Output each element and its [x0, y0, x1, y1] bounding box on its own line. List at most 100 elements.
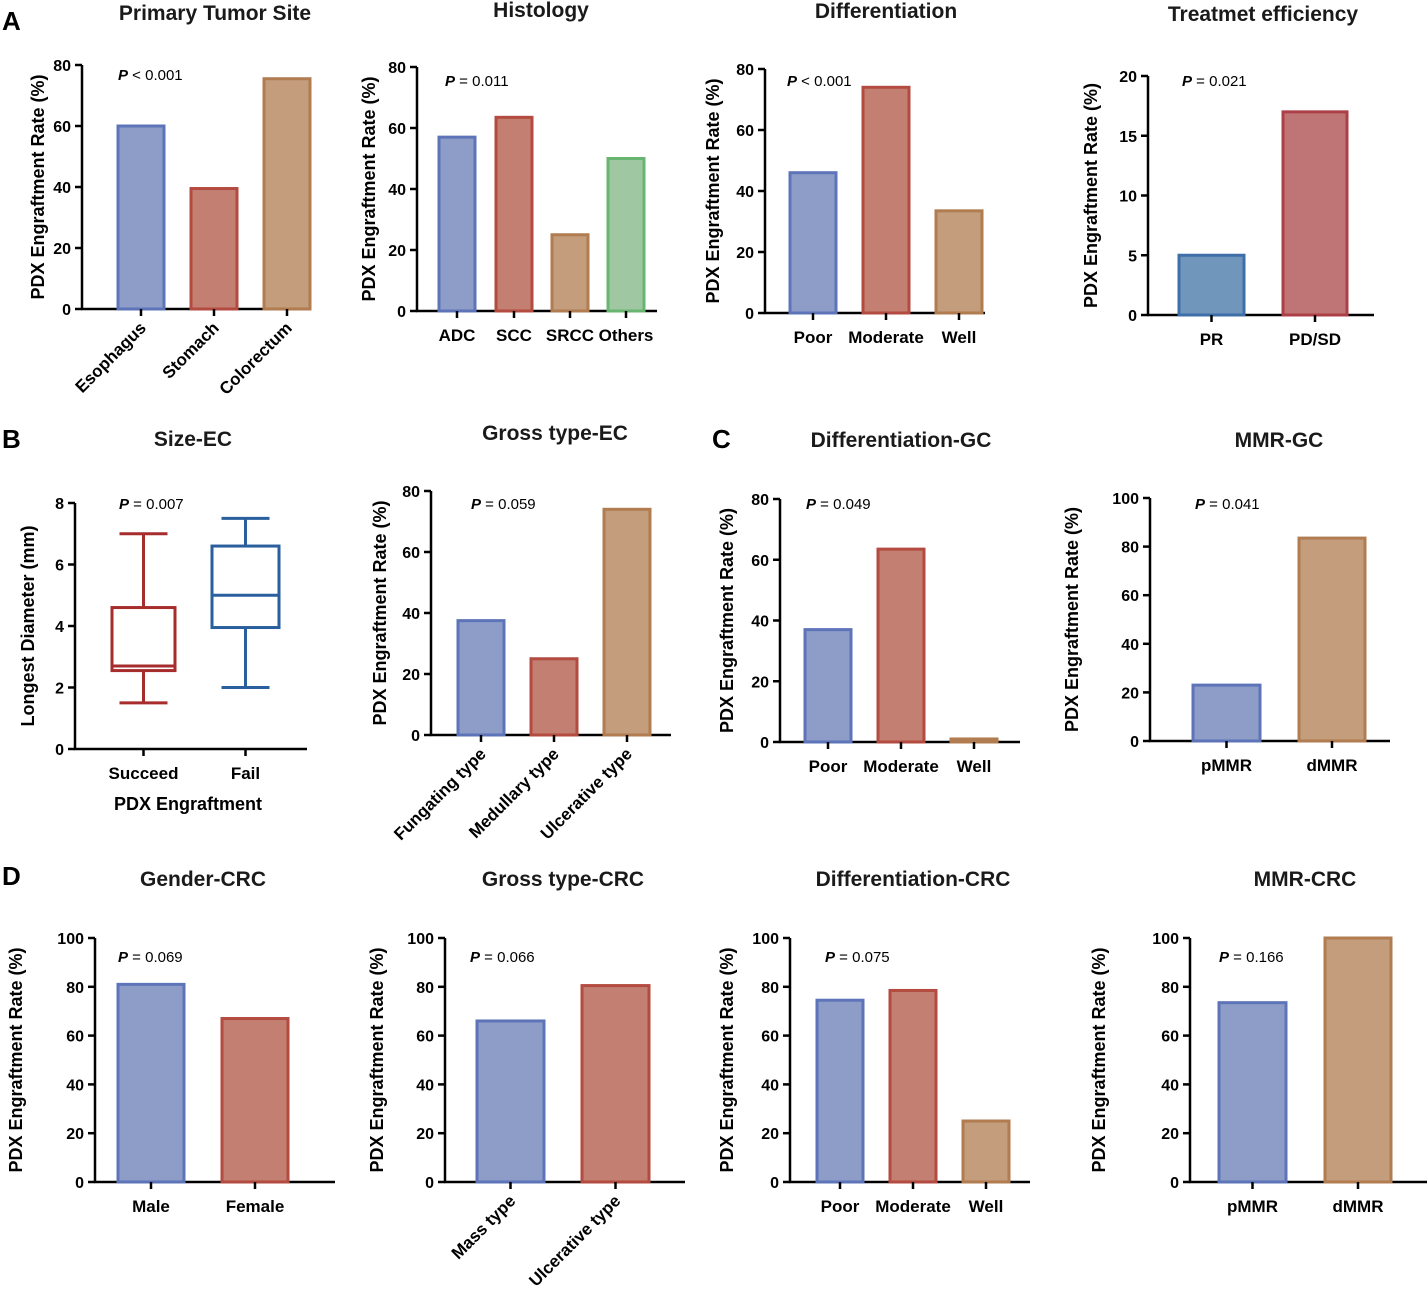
category-label-a2: ADC: [439, 326, 476, 345]
y-tick-label-b2: 20: [402, 667, 420, 684]
y-axis-label-a3: PDX Engraftment Rate (%): [703, 78, 723, 303]
y-tick-label-a3: 40: [736, 184, 754, 201]
y-tick-label-d3: 40: [761, 1077, 779, 1094]
bar-b2-medullary-type: [529, 657, 579, 737]
category-label-a2: SCC: [496, 326, 532, 345]
category-label-c2: pMMR: [1201, 756, 1252, 775]
chart-title-d3: Differentiation-CRC: [816, 868, 1011, 891]
y-tick-label-a4: 10: [1119, 189, 1137, 206]
bar-d3-poor: [815, 998, 865, 1184]
bar-a4-pd-sd: [1281, 110, 1349, 317]
y-tick-label-d1: 60: [66, 1029, 84, 1046]
y-axis-label-a1: PDX Engraftment Rate (%): [28, 74, 48, 299]
chart-a2: Histology PDX Engraftment Rate (%) 0 20 40 60…: [359, 0, 657, 345]
chart-d1: Gender-CRC PDX Engraftment Rate (%) 0 20 40 6…: [6, 868, 335, 1216]
p-value-symbol-d3: P: [825, 949, 836, 966]
category-label-d1: Male: [132, 1197, 170, 1216]
p-value-symbol-c2: P: [1195, 496, 1206, 513]
p-value-text-a4: = 0.021: [1192, 73, 1247, 90]
chart-grid: Primary Tumor Site PDX Engraftment Rate (…: [6, 0, 1427, 1290]
p-value-symbol-c1: P: [806, 496, 817, 513]
bar-b2-fungating-type: [456, 619, 506, 737]
y-tick-label-b1: 4: [55, 619, 64, 636]
y-tick-label-d2: 20: [416, 1126, 434, 1143]
y-axis-label-d3: PDX Engraftment Rate (%): [717, 947, 737, 1172]
y-tick-label-b2: 0: [411, 728, 420, 745]
y-tick-label-d2: 100: [407, 931, 434, 948]
category-label-c1: Moderate: [863, 757, 939, 776]
y-tick-label-d2: 0: [425, 1175, 434, 1192]
y-axis-label-c1: PDX Engraftment Rate (%): [717, 508, 737, 733]
p-value-a3: P < 0.001: [787, 73, 852, 90]
bar-d2-ulcerative-type: [580, 984, 651, 1184]
y-tick-label-a4: 0: [1128, 308, 1137, 325]
category-label-d4: dMMR: [1333, 1197, 1384, 1216]
chart-b1: Size-EC Longest Diameter (mm) 0 2 4 6 8 P = 0.0…: [18, 428, 307, 814]
chart-title-a4: Treatmet efficiency: [1168, 3, 1359, 26]
y-tick-label-d1: 100: [57, 931, 84, 948]
chart-title-d1: Gender-CRC: [140, 868, 266, 891]
bar-a1-stomach: [189, 187, 239, 311]
y-tick-label-b1: 6: [55, 558, 64, 575]
chart-title-d4: MMR-CRC: [1254, 868, 1357, 891]
y-tick-label-d4: 40: [1161, 1077, 1179, 1094]
y-tick-label-c1: 40: [751, 614, 769, 631]
bar-a2-scc: [494, 115, 534, 313]
x-axis-label-b1: PDX Engraftment: [114, 794, 262, 814]
bar-d3-moderate: [888, 988, 938, 1184]
chart-title-a2: Histology: [493, 0, 589, 22]
chart-b2: Gross type-EC PDX Engraftment Rate (%) 0 20…: [370, 422, 671, 844]
bar-a1-esophagus: [116, 124, 166, 311]
p-value-d3: P = 0.075: [825, 949, 890, 966]
bar-b2-ulcerative-type: [602, 507, 652, 737]
y-tick-label-d4: 60: [1161, 1029, 1179, 1046]
panel-label-c: C: [712, 424, 731, 454]
bar-d4-pmmr: [1217, 1001, 1288, 1184]
category-label-a4: PR: [1200, 330, 1224, 349]
p-value-d1: P = 0.069: [118, 949, 183, 966]
p-value-symbol-d1: P: [118, 949, 129, 966]
chart-a4: Treatmet efficiency PDX Engraftment Rate …: [1081, 3, 1374, 349]
chart-title-b1: Size-EC: [154, 428, 232, 451]
y-tick-label-a2: 40: [388, 182, 406, 199]
y-axis-label-a4: PDX Engraftment Rate (%): [1081, 83, 1101, 308]
p-value-text-b1: = 0.007: [129, 496, 184, 513]
y-axis-label-a2: PDX Engraftment Rate (%): [359, 76, 379, 301]
category-label-d2: Ulcerative type: [525, 1191, 624, 1290]
bar-c1-poor: [803, 628, 853, 744]
y-axis-label-c2: PDX Engraftment Rate (%): [1062, 507, 1082, 732]
chart-c1: Differentiation-GC PDX Engraftment Rate (…: [717, 429, 1020, 776]
category-label-a4: PD/SD: [1289, 330, 1341, 349]
bar-a2-srcc: [550, 233, 590, 313]
category-label-a1: Colorectum: [216, 318, 296, 398]
y-tick-label-c1: 0: [760, 735, 769, 752]
p-value-text-a2: = 0.011: [455, 73, 509, 90]
y-tick-label-d3: 80: [761, 980, 779, 997]
bar-a4-pr: [1177, 253, 1246, 317]
y-tick-label-d3: 60: [761, 1029, 779, 1046]
bar-d1-male: [116, 982, 186, 1184]
chart-c2: MMR-GC PDX Engraftment Rate (%) 0 20 40 60 80 1…: [1062, 429, 1390, 775]
bar-d1-female: [220, 1017, 290, 1184]
y-tick-label-a2: 20: [388, 243, 406, 260]
p-value-c2: P = 0.041: [1195, 496, 1260, 513]
category-label-d2: Mass type: [448, 1191, 520, 1263]
y-tick-label-c1: 60: [751, 553, 769, 570]
category-label-a3: Well: [942, 328, 977, 347]
category-label-c2: dMMR: [1307, 756, 1358, 775]
p-value-symbol-d4: P: [1219, 949, 1230, 966]
p-value-symbol-a1: P: [118, 67, 129, 84]
y-tick-label-a3: 80: [736, 62, 754, 79]
bar-a2-others: [606, 157, 646, 313]
p-value-d4: P = 0.166: [1219, 949, 1284, 966]
p-value-b1: P = 0.007: [119, 496, 184, 513]
y-tick-label-a2: 60: [388, 121, 406, 138]
panel-label-b: B: [2, 424, 21, 454]
bar-c1-moderate: [876, 547, 926, 744]
chart-title-b2: Gross type-EC: [482, 422, 628, 445]
y-tick-label-b1: 8: [55, 496, 64, 513]
box-b1-1: [210, 544, 281, 630]
chart-a1: Primary Tumor Site PDX Engraftment Rate (…: [28, 2, 312, 399]
y-tick-label-d1: 80: [66, 980, 84, 997]
box-b1-0: [110, 606, 177, 673]
